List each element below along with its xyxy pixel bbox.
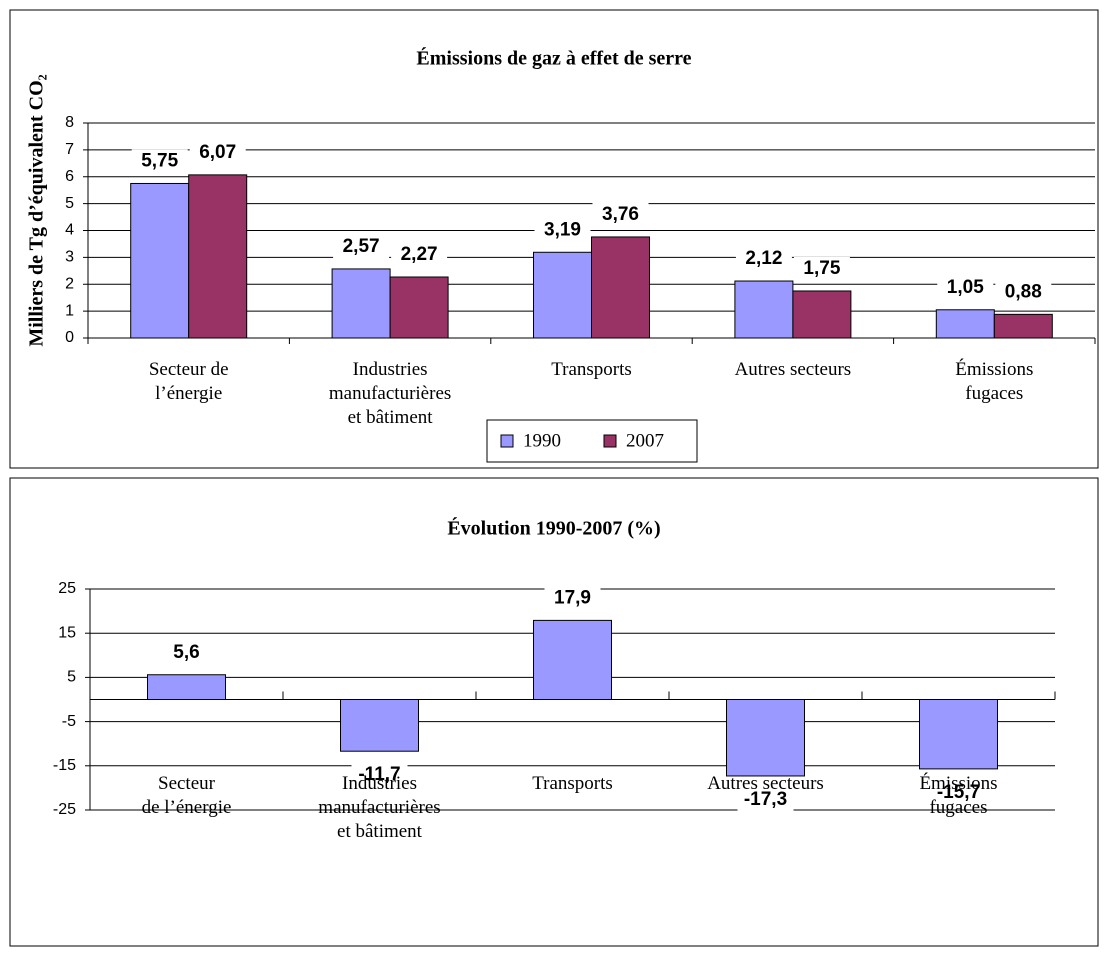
y-tick-label: 5 bbox=[65, 195, 74, 212]
bar bbox=[993, 313, 1053, 339]
data-label: -11,7 bbox=[358, 764, 400, 785]
bar bbox=[147, 674, 226, 700]
y-tick-label: 4 bbox=[65, 222, 74, 239]
label-bg bbox=[333, 234, 390, 259]
y-tick-label: -15 bbox=[53, 757, 76, 774]
label-bg bbox=[737, 787, 794, 812]
x-tick-label: Industries manufacturières et bâtiment bbox=[318, 773, 441, 842]
bar bbox=[533, 251, 592, 339]
y-tick-label: 6 bbox=[65, 168, 74, 185]
y-tick-label: 3 bbox=[65, 249, 74, 266]
y-tick-label: 2 bbox=[65, 275, 74, 292]
data-label: 3,76 bbox=[602, 204, 639, 225]
bar bbox=[340, 699, 419, 752]
data-label: 2,12 bbox=[745, 248, 782, 269]
x-tick-label: Secteur de l’énergie bbox=[141, 773, 232, 818]
y-tick-label: 1 bbox=[65, 302, 74, 319]
label-bg bbox=[793, 256, 850, 281]
x-tick-label: Transports bbox=[532, 773, 613, 794]
y-tick-label: -25 bbox=[53, 801, 76, 818]
data-label: 1,05 bbox=[947, 277, 984, 298]
bar bbox=[919, 699, 998, 770]
legend-label: 2007 bbox=[626, 430, 664, 451]
label-bg bbox=[592, 202, 649, 227]
bar bbox=[188, 174, 248, 339]
data-label: -15,7 bbox=[937, 782, 980, 803]
y-tick-label: 0 bbox=[65, 329, 74, 346]
label-bg bbox=[995, 280, 1052, 305]
data-label: 17,9 bbox=[554, 587, 591, 608]
legend-label: 1990 bbox=[523, 430, 561, 451]
bar bbox=[389, 276, 449, 339]
data-label: 5,75 bbox=[141, 150, 178, 171]
bar bbox=[533, 619, 612, 701]
label-bg bbox=[544, 586, 601, 611]
label-bg bbox=[534, 218, 591, 243]
label-bg bbox=[131, 149, 188, 174]
y-tick-label: 25 bbox=[58, 580, 76, 597]
bar bbox=[591, 236, 650, 339]
label-bg bbox=[391, 242, 448, 267]
bar bbox=[331, 268, 391, 339]
y-axis-label: Milliers de Tg d’équivalent CO₂ bbox=[26, 74, 48, 346]
chart-frame bbox=[9, 477, 1099, 947]
bar bbox=[734, 280, 794, 339]
data-label: -17,3 bbox=[744, 789, 787, 810]
legend-swatch bbox=[603, 434, 617, 448]
bar bbox=[726, 699, 805, 777]
bar bbox=[935, 309, 995, 339]
data-label: 3,19 bbox=[544, 219, 581, 240]
label-bg bbox=[189, 140, 246, 165]
y-tick-label: 7 bbox=[65, 141, 74, 158]
data-label: 1,75 bbox=[803, 258, 840, 279]
y-tick-label: 5 bbox=[67, 669, 76, 686]
label-bg bbox=[351, 763, 408, 788]
chart-title: Évolution 1990-2007 (%) bbox=[447, 517, 660, 540]
data-label: 0,88 bbox=[1005, 281, 1042, 302]
label-bg bbox=[158, 640, 215, 665]
data-label: 2,57 bbox=[343, 236, 380, 257]
x-tick-label: Émissions fugaces bbox=[955, 359, 1034, 404]
bar bbox=[130, 182, 190, 339]
x-tick-label: Transports bbox=[551, 359, 632, 380]
legend-box bbox=[486, 419, 698, 463]
bar bbox=[792, 290, 852, 339]
chart-title: Émissions de gaz à effet de serre bbox=[416, 47, 691, 70]
data-label: 2,27 bbox=[401, 244, 438, 265]
y-tick-label: -5 bbox=[62, 713, 76, 730]
x-tick-label: Industries manufacturières et bâtiment bbox=[328, 359, 452, 428]
data-label: 5,6 bbox=[173, 642, 199, 663]
label-bg bbox=[735, 247, 792, 272]
data-label: 6,07 bbox=[199, 142, 236, 163]
legend-swatch bbox=[500, 434, 514, 448]
y-tick-label: 8 bbox=[65, 114, 74, 131]
x-tick-label: Émissions fugaces bbox=[919, 773, 998, 818]
y-tick-label: 15 bbox=[58, 624, 76, 641]
x-tick-label: Autres secteurs bbox=[734, 359, 852, 380]
label-bg bbox=[930, 780, 987, 805]
x-tick-label: Secteur de l’énergie bbox=[148, 359, 229, 404]
label-bg bbox=[937, 275, 994, 300]
x-tick-label: Autres secteurs bbox=[707, 773, 824, 794]
